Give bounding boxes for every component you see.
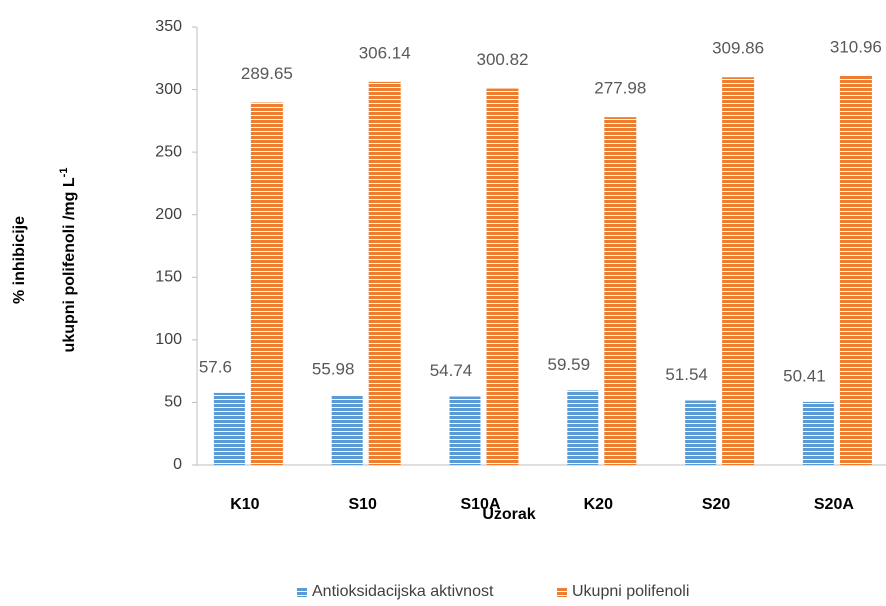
bar xyxy=(449,396,481,465)
value-label: 310.96 xyxy=(830,37,882,56)
value-label: 59.59 xyxy=(548,355,591,374)
x-tick-label: S20 xyxy=(702,496,731,513)
bar xyxy=(486,88,519,465)
bar xyxy=(722,77,755,465)
bar xyxy=(213,392,245,465)
bar xyxy=(802,401,834,465)
y-tick-label: 350 xyxy=(155,18,182,35)
value-label: 277.98 xyxy=(594,79,646,98)
value-label: 54.74 xyxy=(430,361,473,380)
y-axis-title: ukupni polifenoli /mg L-1 xyxy=(58,168,78,353)
x-tick-label: K20 xyxy=(584,496,613,513)
y-tick-label: 0 xyxy=(173,456,182,473)
x-tick-label: S10A xyxy=(460,496,500,513)
value-label: 57.6 xyxy=(199,357,232,376)
value-label: 309.86 xyxy=(712,39,764,58)
bar xyxy=(250,102,283,465)
bar xyxy=(685,400,717,465)
y-tick-label: 50 xyxy=(164,394,182,411)
bar xyxy=(839,75,872,465)
bar xyxy=(567,390,599,465)
value-label: 300.82 xyxy=(477,50,529,69)
y-tick-label: 250 xyxy=(155,143,182,160)
legend-label: Antioksidacijska aktivnost xyxy=(312,583,494,600)
value-label: 51.54 xyxy=(665,365,708,384)
value-label: 289.65 xyxy=(241,64,293,83)
bar xyxy=(368,81,401,465)
value-label: 306.14 xyxy=(359,43,411,62)
y-tick-label: 200 xyxy=(155,206,182,223)
bar xyxy=(331,394,363,465)
value-label: 50.41 xyxy=(783,366,826,385)
legend-swatch xyxy=(557,587,567,597)
x-tick-label: S10 xyxy=(348,496,377,513)
x-tick-label: K10 xyxy=(230,496,259,513)
y-axis-title: % inhibicije xyxy=(11,216,28,304)
x-tick-label: S20A xyxy=(814,496,854,513)
legend-label: Ukupni polifenoli xyxy=(572,583,689,600)
y-axis-title-main: ukupni polifenoli /mg L xyxy=(61,177,78,352)
y-tick-label: 150 xyxy=(155,269,182,286)
y-tick-label: 300 xyxy=(155,81,182,98)
value-label: 55.98 xyxy=(312,359,355,378)
bar xyxy=(604,117,637,466)
legend-swatch xyxy=(297,587,307,597)
y-tick-label: 100 xyxy=(155,331,182,348)
y-axis-title-sup: -1 xyxy=(58,168,70,178)
x-axis-title: Uzorak xyxy=(482,506,535,523)
